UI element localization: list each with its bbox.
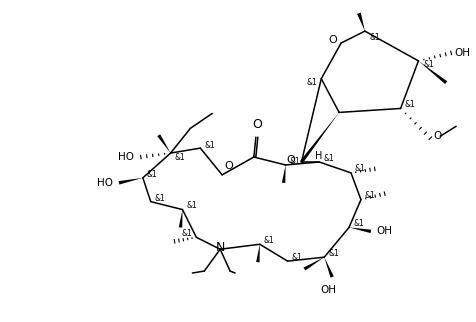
Text: H: H [315,151,322,161]
Polygon shape [119,178,142,185]
Text: &1: &1 [154,194,165,203]
Polygon shape [157,134,170,153]
Polygon shape [348,227,370,233]
Text: HO: HO [118,152,134,162]
Text: &1: &1 [369,33,380,42]
Text: O: O [327,35,337,45]
Text: &1: &1 [327,249,338,258]
Text: &1: &1 [289,157,300,166]
Polygon shape [303,257,324,270]
Text: &1: &1 [147,170,157,179]
Text: OH: OH [453,48,469,58]
Polygon shape [417,61,446,84]
Text: O: O [224,161,232,171]
Polygon shape [324,257,333,278]
Text: HO: HO [97,178,113,188]
Text: &1: &1 [404,100,415,109]
Text: &1: &1 [174,153,185,162]
Text: &1: &1 [263,236,274,245]
Text: &1: &1 [364,191,375,200]
Text: &1: &1 [354,165,365,174]
Text: &1: &1 [323,154,333,163]
Text: O: O [286,155,295,165]
Text: &1: &1 [181,229,192,238]
Text: O: O [432,131,441,141]
Text: &1: &1 [306,78,317,87]
Polygon shape [299,112,338,163]
Text: OH: OH [376,226,392,236]
Text: &1: &1 [204,141,215,150]
Text: O: O [251,118,261,131]
Polygon shape [256,244,259,262]
Polygon shape [357,13,364,31]
Text: N: N [215,241,224,254]
Text: &1: &1 [352,219,363,228]
Text: &1: &1 [291,253,302,262]
Polygon shape [178,210,182,228]
Polygon shape [281,165,285,183]
Text: OH: OH [319,285,336,295]
Text: &1: &1 [186,201,197,210]
Text: &1: &1 [423,60,433,69]
